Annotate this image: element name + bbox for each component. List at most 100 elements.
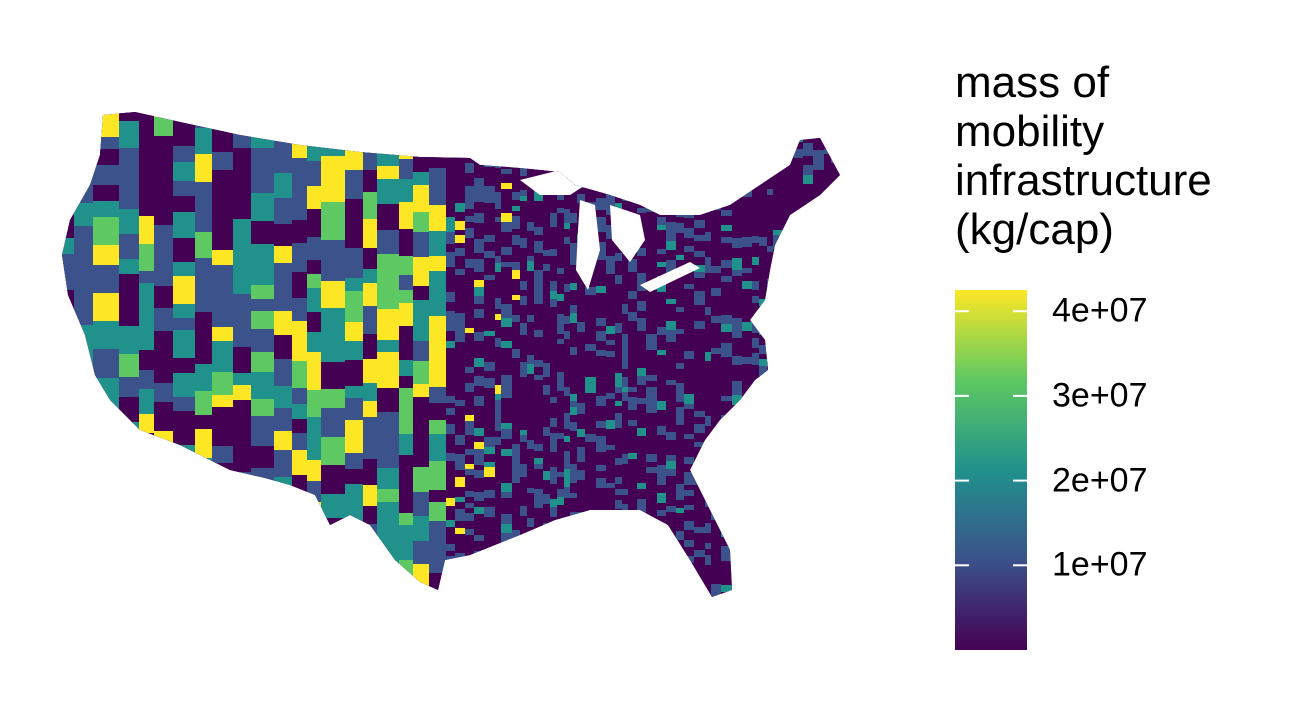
county-cell	[637, 208, 647, 214]
county-cell	[742, 147, 753, 155]
county-cell	[465, 216, 475, 223]
county-cell	[646, 462, 658, 468]
county-cell	[512, 382, 521, 393]
county-cell	[465, 163, 475, 169]
county-cell	[813, 119, 825, 129]
county-cell	[803, 409, 814, 418]
county-cell	[721, 401, 733, 407]
county-cell	[474, 501, 485, 508]
county-cell	[646, 179, 658, 187]
county-cell	[585, 523, 597, 529]
county-cell	[455, 406, 466, 416]
county-cell	[484, 485, 496, 491]
county-cell	[657, 597, 667, 607]
county-cell	[399, 599, 414, 618]
county-cell	[732, 599, 743, 607]
county-cell	[803, 568, 814, 578]
county-cell	[455, 112, 466, 114]
county-cell	[484, 498, 496, 508]
county-cell	[767, 547, 774, 558]
county-cell	[307, 209, 322, 238]
county-cell	[742, 386, 753, 396]
county-cell	[849, 519, 861, 527]
county-cell	[694, 311, 706, 322]
county-cell	[742, 539, 753, 545]
county-cell	[527, 449, 535, 457]
county-cell	[474, 470, 485, 479]
county-cell	[824, 414, 832, 425]
county-cell	[767, 302, 774, 308]
county-cell	[570, 394, 578, 402]
county-cell	[534, 322, 544, 331]
county-cell	[694, 159, 706, 169]
county-cell	[759, 255, 768, 261]
county-cell	[849, 345, 861, 356]
county-cell	[849, 105, 861, 113]
county-cell	[446, 331, 456, 342]
county-cell	[803, 401, 814, 410]
county-cell	[742, 331, 753, 341]
county-cell	[849, 401, 861, 408]
county-cell	[429, 591, 447, 597]
county-cell	[596, 265, 607, 274]
county-cell	[550, 205, 558, 214]
county-cell	[527, 488, 535, 494]
county-cell	[446, 302, 456, 312]
county-cell	[543, 336, 551, 344]
county-cell	[752, 243, 760, 253]
county-cell	[274, 408, 293, 432]
county-cell	[684, 124, 695, 133]
county-cell	[446, 206, 456, 212]
county-cell	[773, 571, 785, 578]
county-cell	[666, 241, 677, 251]
county-cell	[657, 114, 667, 122]
county-cell	[74, 304, 94, 326]
county-cell	[628, 369, 638, 378]
county-cell	[752, 381, 760, 388]
county-cell	[363, 573, 378, 597]
county-cell	[694, 265, 706, 273]
county-cell	[512, 588, 521, 597]
county-cell	[139, 350, 155, 371]
county-cell	[684, 424, 695, 435]
county-cell	[637, 483, 647, 490]
county-cell	[543, 598, 551, 607]
county-cell	[637, 203, 647, 209]
county-cell	[732, 375, 743, 382]
county-cell	[74, 482, 94, 512]
county-cell	[527, 348, 535, 356]
county-cell	[62, 112, 75, 134]
county-cell	[550, 141, 558, 150]
county-cell	[455, 333, 466, 343]
county-cell	[752, 257, 760, 266]
county-cell	[564, 403, 571, 414]
county-cell	[474, 584, 485, 592]
county-cell	[705, 227, 712, 233]
county-cell	[543, 264, 551, 272]
county-cell	[534, 436, 544, 445]
county-cell	[615, 169, 623, 178]
county-cell	[550, 484, 558, 495]
county-cell	[721, 332, 733, 339]
county-cell	[455, 377, 466, 386]
county-cell	[606, 399, 616, 407]
county-cell	[212, 290, 234, 310]
county-cell	[637, 404, 647, 413]
county-cell	[711, 392, 722, 399]
county-cell	[345, 398, 364, 421]
county-cell	[474, 154, 485, 164]
county-cell	[657, 262, 667, 268]
county-cell	[615, 509, 623, 520]
county-cell	[759, 532, 768, 540]
county-cell	[585, 344, 597, 352]
county-cell	[637, 115, 647, 126]
county-cell	[154, 286, 174, 309]
county-cell	[849, 558, 861, 569]
county-cell	[646, 204, 658, 213]
county-cell	[557, 274, 565, 284]
county-cell	[767, 345, 774, 356]
county-cell	[501, 139, 513, 146]
county-cell	[803, 143, 814, 150]
county-cell	[534, 360, 544, 368]
county-cell	[93, 402, 120, 419]
